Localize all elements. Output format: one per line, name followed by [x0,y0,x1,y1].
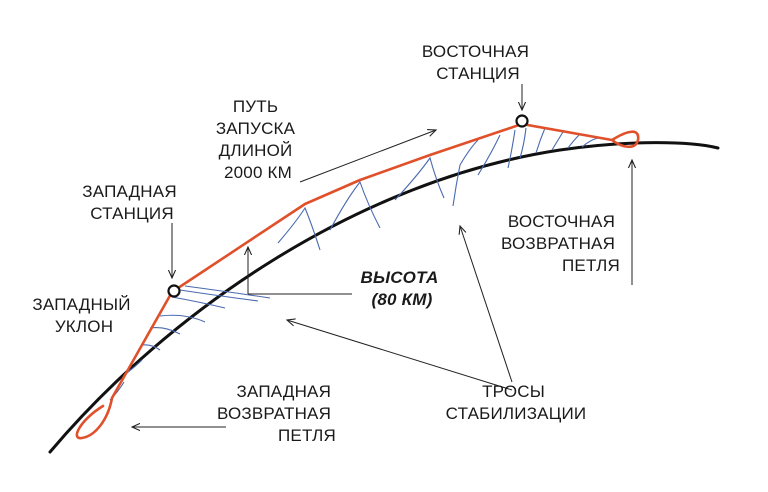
cable-line [329,180,381,231]
altitude-label: ВЫСОТА (80 КМ) [361,268,444,309]
cables-arrow-right [460,226,513,383]
cable-line [551,131,564,151]
launch-path-arrow [299,130,436,183]
cable-line [507,129,516,169]
stabilization-cables-label: ТРОСЫ СТАБИЛИЗАЦИИ [446,382,587,423]
cable-line [179,289,259,302]
cables-arrow-left [287,320,513,391]
cable-line [452,139,479,207]
cable-line [519,127,527,159]
cable-line [477,134,501,176]
cable-line [184,285,271,299]
launch-loop-track [75,122,640,440]
east-loop-label: ВОСТОЧНАЯ ВОЗВРАТНАЯ ПЕТЛЯ [501,212,620,275]
east-station-marker [515,114,529,128]
cable-line [171,296,226,309]
earth-surface-curve [48,141,720,454]
annotation-arrows [132,84,632,427]
west-station-marker [167,284,181,298]
stabilization-cables [109,127,599,401]
cable-line [159,314,206,323]
cable-line [535,127,546,154]
cable-line [277,206,321,251]
west-slope-label: ЗАПАДНЫЙ УКЛОН [32,295,135,336]
east-station-label: ВОСТОЧНАЯ СТАНЦИЯ [422,42,534,83]
launch-path-label: ПУТЬ ЗАПУСКА ДЛИНОЙ 2000 КМ [216,97,300,182]
cable-line [141,344,161,351]
west-loop-label: ЗАПАДНАЯ ВОЗВРАТНАЯ ПЕТЛЯ [217,382,336,445]
cable-line [567,133,581,149]
cable-line [127,359,143,373]
west-station-label: ЗАПАДНАЯ СТАНЦИЯ [82,182,181,223]
cable-line [394,156,445,201]
